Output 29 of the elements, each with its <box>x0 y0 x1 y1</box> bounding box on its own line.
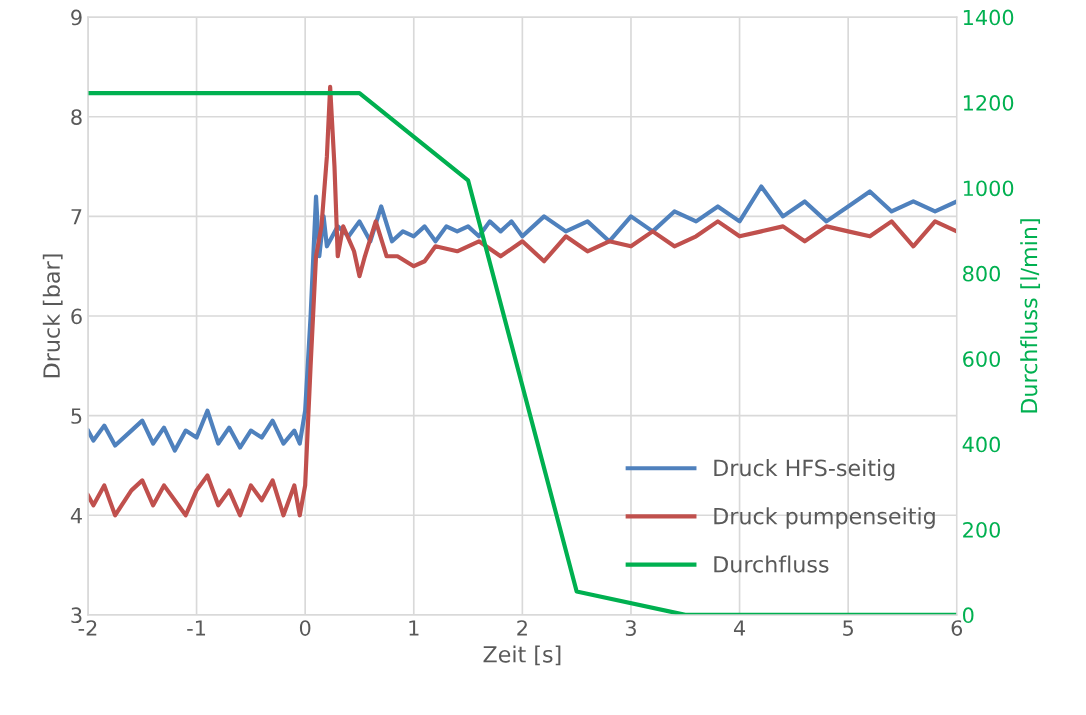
y-tick-label: 5 <box>71 408 82 424</box>
y-tick-label: 7 <box>71 209 82 225</box>
legend-label: Druck pumpenseitig <box>714 507 935 529</box>
x-tick-label: 1 <box>409 620 419 636</box>
x-tick-label: -1 <box>187 620 206 636</box>
legend-label: Druck HFS-seitig <box>714 459 895 481</box>
y2-tick-label: 400 <box>962 436 1001 453</box>
y-tick-label: 4 <box>70 508 82 524</box>
y2-tick-label: 600 <box>963 351 1001 367</box>
line-series <box>87 184 957 453</box>
y-tick-label: 6 <box>71 308 82 325</box>
y2-tick-label: 0 <box>963 607 974 624</box>
y-tick-label: 9 <box>71 9 82 26</box>
y-tick-label: 8 <box>71 109 82 125</box>
y2-tick-label: 1200 <box>963 95 1014 111</box>
y2-axis-title: Durchfluss [l/min] <box>1020 219 1041 413</box>
x-tick-label: 4 <box>733 620 746 636</box>
y2-tick-label: 200 <box>963 521 1001 538</box>
x-tick-label: 3 <box>625 620 636 636</box>
x-tick-label: 5 <box>843 620 853 636</box>
y-axis-title: Druck [bar] <box>42 254 63 378</box>
x-tick-label: 2 <box>517 620 527 636</box>
x-tick-label: 0 <box>299 620 311 636</box>
x-tick-label: 6 <box>951 620 963 636</box>
y2-tick-label: 1000 <box>963 180 1014 197</box>
legend-label: Durchfluss <box>714 555 829 573</box>
y2-tick-label: 800 <box>963 265 1001 282</box>
x-axis-title: Zeit [s] <box>483 645 561 666</box>
y2-tick-label: 1400 <box>963 9 1014 26</box>
